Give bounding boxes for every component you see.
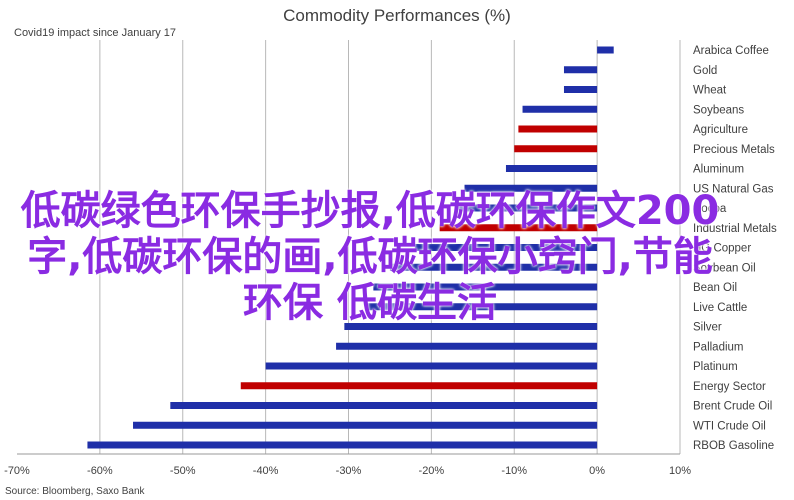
x-tick-labels: -70% -60% -50% -40% -30% -20% -10% 0% 10%: [4, 465, 691, 477]
category-label: HG Copper: [693, 243, 751, 255]
x-tick-label: -10%: [501, 465, 527, 477]
bar: [265, 362, 598, 370]
bar: [563, 66, 598, 74]
x-tick-label: 10%: [669, 465, 691, 477]
category-label: Cocoa: [693, 203, 727, 215]
x-tick-label: -20%: [419, 465, 445, 477]
x-tick-label: -70%: [4, 465, 30, 477]
bar: [373, 283, 598, 291]
bar: [336, 342, 598, 350]
bar: [414, 244, 598, 251]
bar: [439, 224, 598, 232]
bar: [389, 263, 598, 271]
bar: [87, 441, 598, 449]
category-label: Brent Crude Oil: [693, 401, 772, 413]
x-tick-label: -50%: [170, 465, 196, 477]
bar: [563, 86, 598, 93]
category-label: Live Cattle: [693, 302, 747, 314]
bar: [514, 145, 598, 153]
x-tick-label: -30%: [336, 465, 362, 477]
bar: [365, 303, 598, 311]
category-label: Platinum: [693, 361, 738, 373]
bar: [464, 184, 598, 192]
bar: [456, 204, 598, 212]
bar: [597, 46, 614, 54]
category-label: Bean Oil: [693, 282, 737, 294]
category-label: Aluminum: [693, 164, 744, 176]
category-label: Arabica Coffee: [693, 45, 769, 57]
category-label: Soybeans: [693, 104, 744, 116]
chart-title: Commodity Performances (%): [283, 6, 511, 25]
category-labels: Arabica Coffee Gold Wheat Soybeans Agricultu…: [693, 45, 777, 452]
bar: [133, 421, 598, 429]
x-tick-label: 0%: [589, 465, 605, 477]
bar: [522, 105, 598, 113]
bars: [87, 46, 614, 449]
bar: [518, 125, 598, 133]
category-label: Soybean Oil: [693, 262, 756, 274]
x-tick-label: -40%: [253, 465, 279, 477]
chart-subtitle: Covid19 impact since January 17: [14, 27, 176, 39]
category-label: Gold: [693, 65, 717, 77]
category-label: Industrial Metals: [693, 223, 777, 235]
x-tick-label: -60%: [87, 465, 113, 477]
bar: [240, 382, 598, 390]
bar: [344, 323, 598, 330]
category-label: Silver: [693, 322, 722, 334]
category-label: Palladium: [693, 341, 744, 353]
category-label: Energy Sector: [693, 381, 766, 393]
bar: [505, 165, 598, 172]
bar: [170, 402, 598, 409]
source-note: Source: Bloomberg, Saxo Bank: [5, 486, 146, 497]
category-label: WTI Crude Oil: [693, 420, 766, 432]
category-label: Wheat: [693, 85, 727, 97]
category-label: Precious Metals: [693, 144, 775, 156]
category-label: Agriculture: [693, 124, 748, 136]
category-label: RBOB Gasoline: [693, 440, 774, 452]
category-label: US Natural Gas: [693, 183, 774, 195]
